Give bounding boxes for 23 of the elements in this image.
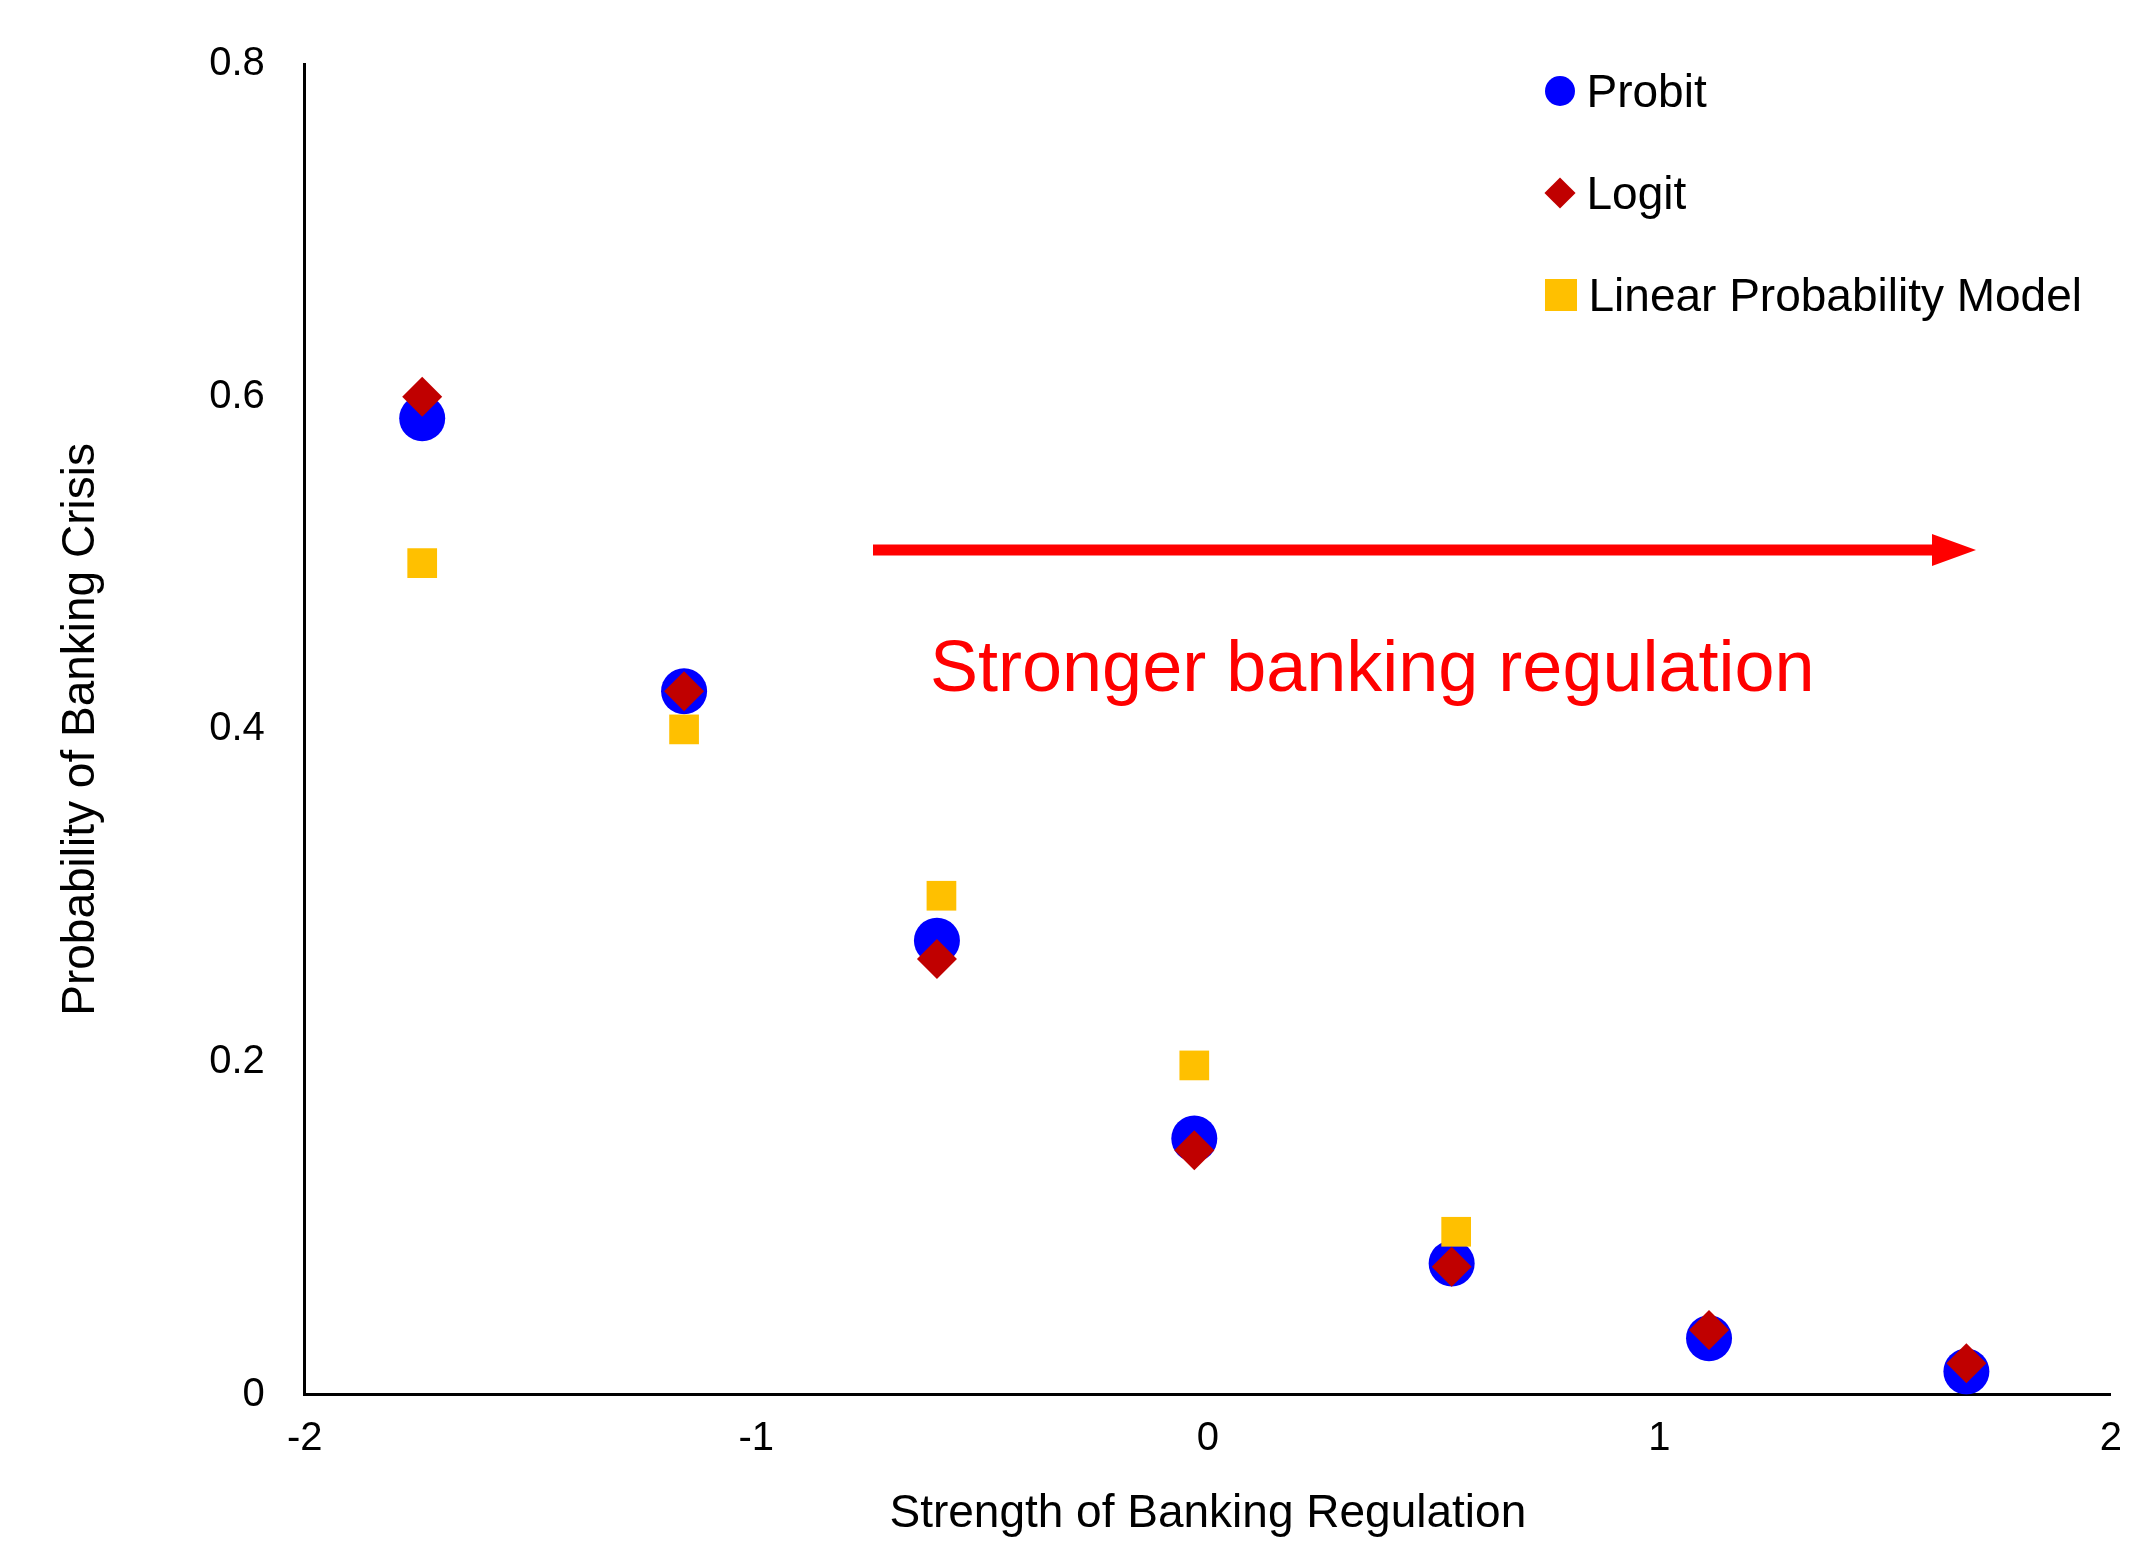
x-tick-label: -2 <box>287 1413 323 1458</box>
x-tick-label: 1 <box>1648 1413 1671 1458</box>
point <box>669 714 699 745</box>
point <box>1441 1216 1472 1247</box>
point <box>916 938 957 979</box>
point <box>407 548 438 578</box>
y-tick-label: 0 <box>242 1369 265 1414</box>
y-tick-label: 0.2 <box>209 1037 265 1082</box>
point <box>926 880 957 911</box>
y-tick-label: 0.4 <box>209 704 265 749</box>
x-axis-title: Strength of Banking Regulation <box>889 1485 1527 1538</box>
x-tick-label: 0 <box>1196 1413 1219 1458</box>
legend-label: Probit <box>1586 64 1707 118</box>
annotation: Stronger banking regulation <box>930 625 1815 707</box>
legend-label: Linear Probability Model <box>1588 268 2082 322</box>
x-tick-label: 2 <box>2099 1413 2122 1458</box>
y-axis-title: Probability of Banking Crisis <box>52 443 105 1016</box>
point <box>1179 1050 1210 1081</box>
legend-label: Logit <box>1586 166 1687 220</box>
x-tick-label: -1 <box>738 1413 775 1458</box>
y-tick-label: 0.8 <box>209 39 265 84</box>
y-tick-label: 0.6 <box>209 371 265 416</box>
point <box>402 376 443 417</box>
